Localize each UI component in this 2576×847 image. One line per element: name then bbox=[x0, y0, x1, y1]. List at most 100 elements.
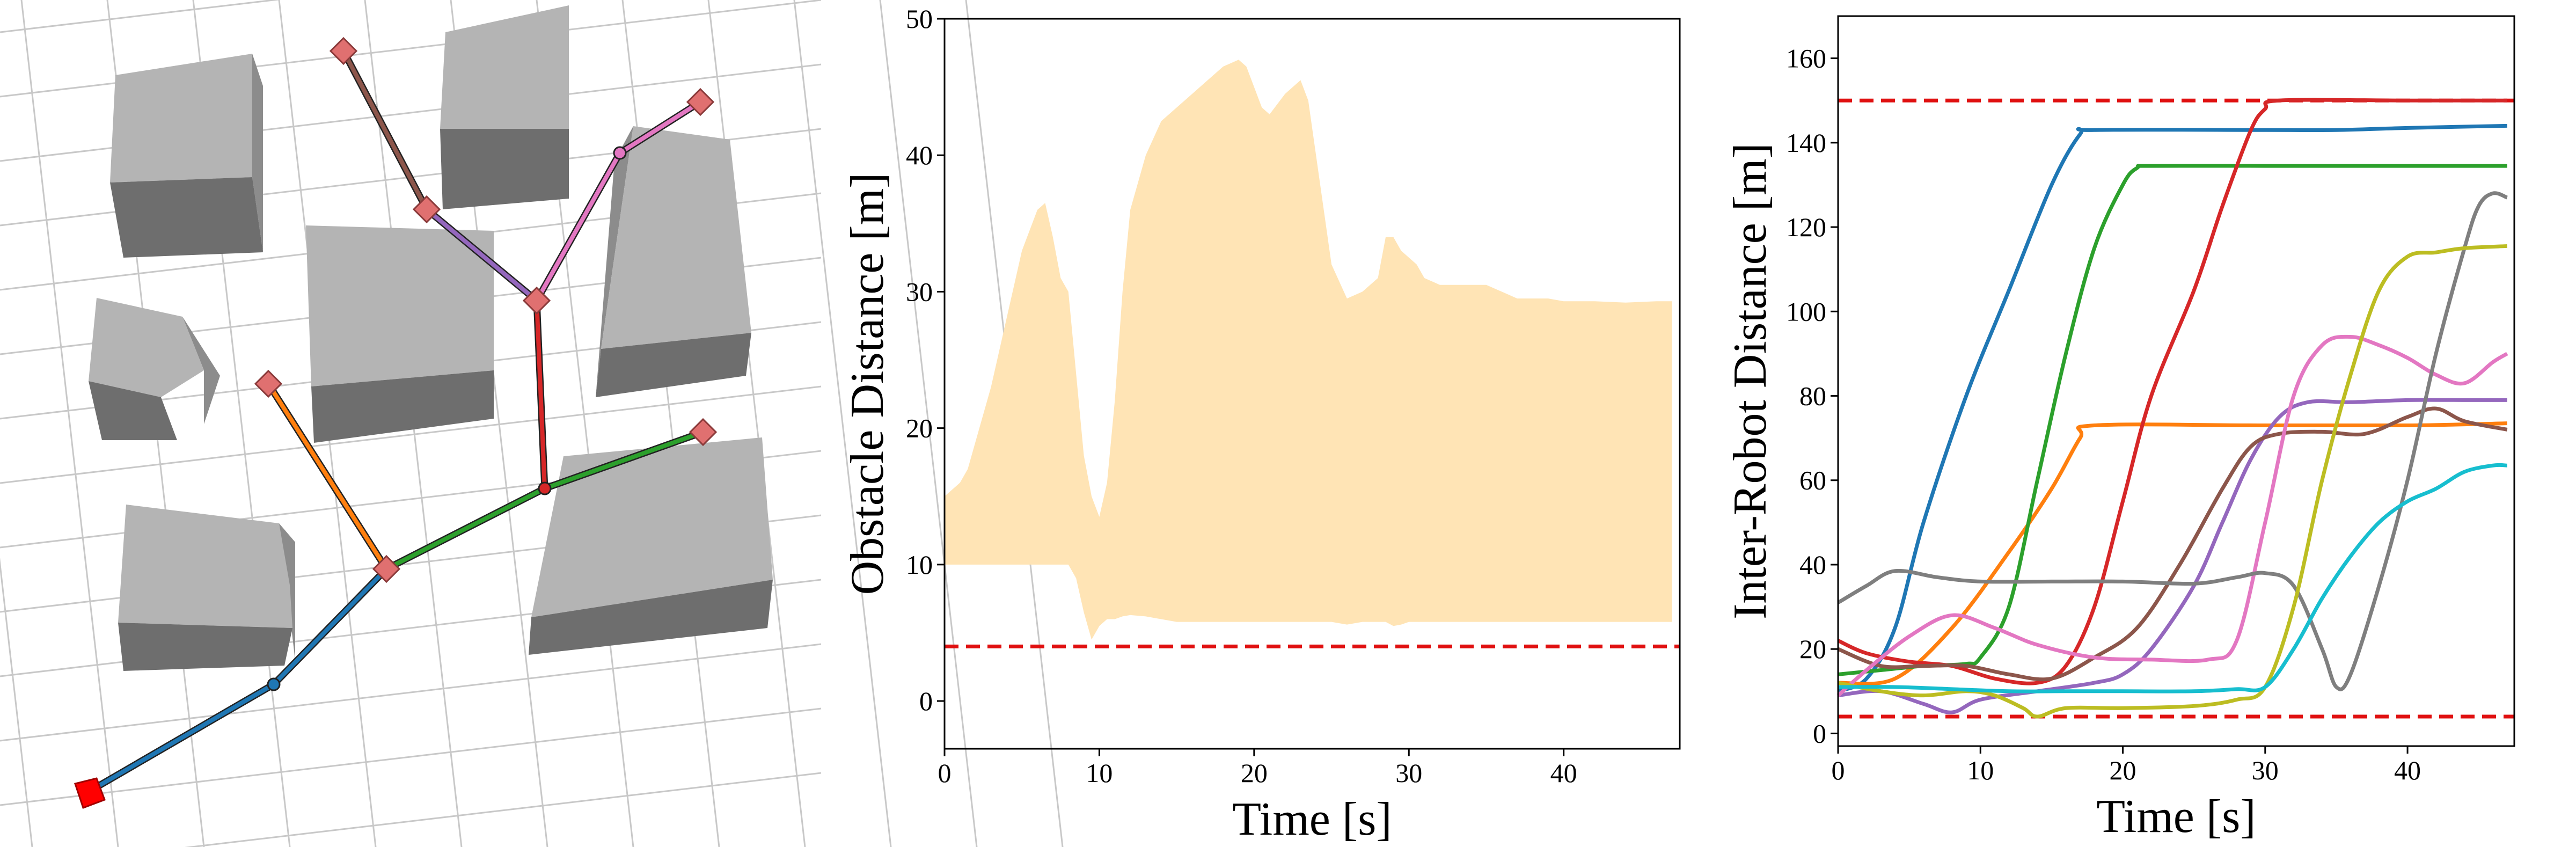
obstacle-side-face bbox=[596, 126, 633, 397]
grid-line bbox=[0, 707, 822, 806]
y-tick-label: 30 bbox=[906, 276, 933, 306]
y-tick-label: 160 bbox=[1786, 43, 1826, 74]
obstacle-block bbox=[110, 54, 263, 258]
path-edge bbox=[425, 207, 539, 303]
obstacle-side-face bbox=[252, 54, 263, 252]
robot-path-edges bbox=[85, 47, 707, 795]
y-tick-label: 0 bbox=[919, 686, 933, 716]
x-axis-ticks: 0 10 20 30 40 bbox=[1832, 746, 2421, 785]
y-tick-label: 120 bbox=[1786, 212, 1826, 242]
obstacle-distance-chart: 0 10 20 30 40 0 10 20 30 40 50 Time [s] Obstacle … bbox=[841, 4, 1681, 845]
x-tick-label: 0 bbox=[1832, 755, 1845, 785]
distance-series-line bbox=[1838, 421, 2507, 686]
path-edge bbox=[384, 486, 547, 571]
robot-pair-series bbox=[1836, 98, 2508, 719]
y-tick-label: 80 bbox=[1799, 381, 1826, 411]
y-tick-label: 50 bbox=[906, 4, 933, 34]
grid-line bbox=[20, 0, 119, 847]
obstacle-top-face bbox=[89, 298, 204, 397]
robot-waypoint bbox=[254, 369, 283, 398]
x-axis-label: Time [s] bbox=[1232, 793, 1392, 845]
obstacle-block bbox=[306, 225, 494, 443]
robot-waypoint bbox=[329, 36, 358, 65]
distance-series-line bbox=[1838, 164, 2507, 676]
x-tick-label: 30 bbox=[1395, 758, 1422, 788]
grid-line bbox=[0, 385, 822, 484]
plot-frame bbox=[1837, 15, 2515, 747]
x-tick-label: 20 bbox=[2110, 755, 2136, 785]
x-tick-label: 30 bbox=[2252, 755, 2279, 785]
path-junction bbox=[613, 146, 627, 160]
distance-series-line bbox=[1837, 191, 2508, 691]
y-tick-label: 140 bbox=[1786, 128, 1826, 158]
grid-line bbox=[0, 643, 822, 742]
obstacle-top-face bbox=[118, 505, 292, 628]
distance-series-line bbox=[1838, 463, 2507, 693]
x-tick-label: 40 bbox=[1550, 758, 1577, 788]
y-axis-label: Inter-Robot Distance [m] bbox=[1724, 143, 1776, 619]
obstacle-front-face bbox=[89, 381, 177, 440]
path-edge bbox=[618, 100, 702, 155]
y-tick-label: 100 bbox=[1786, 296, 1826, 326]
distance-series-line bbox=[1837, 123, 2507, 693]
path-edge bbox=[341, 49, 429, 211]
obstacle-front-face bbox=[440, 129, 569, 209]
y-tick-label: 60 bbox=[1799, 465, 1826, 495]
obstacle-top-face bbox=[440, 5, 569, 129]
path-edge bbox=[535, 151, 622, 303]
x-axis-label: Time [s] bbox=[2096, 791, 2256, 843]
y-tick-label: 40 bbox=[906, 140, 933, 170]
y-tick-label: 40 bbox=[1799, 550, 1826, 580]
obstacle-side-face bbox=[182, 317, 220, 424]
y-axis-ticks: 0 20 40 60 80 100 120 140 160 bbox=[1786, 43, 1838, 748]
path-edge bbox=[266, 382, 389, 571]
distance-series-line bbox=[1838, 398, 2507, 714]
y-tick-label: 20 bbox=[1799, 634, 1826, 664]
obstacle-block bbox=[118, 505, 295, 671]
obstacle-top-face bbox=[531, 437, 773, 617]
robot-waypoint bbox=[686, 87, 715, 116]
inter-robot-distance-chart: 0 10 20 30 40 0 20 40 60 80 100 120 140 160 Time [s]… bbox=[1724, 15, 2515, 843]
grid-line bbox=[185, 772, 822, 847]
distance-series-line bbox=[1836, 334, 2508, 697]
obstacle-top-face bbox=[306, 225, 494, 386]
y-axis-label: Obstacle Distance [m] bbox=[841, 173, 894, 595]
grid-line bbox=[0, 0, 281, 33]
robot-waypoints bbox=[74, 36, 718, 809]
path-junction bbox=[538, 481, 552, 495]
x-tick-label: 40 bbox=[2394, 755, 2421, 785]
obstacle-front-face bbox=[529, 580, 773, 655]
x-tick-label: 20 bbox=[1241, 758, 1268, 788]
path-edge bbox=[535, 298, 547, 491]
robot-waypoint bbox=[412, 195, 441, 224]
x-axis-ticks: 0 10 20 30 40 bbox=[938, 749, 1577, 788]
y-tick-label: 20 bbox=[906, 413, 933, 443]
path-edge bbox=[543, 430, 705, 491]
robot-waypoint bbox=[372, 554, 401, 583]
x-tick-label: 10 bbox=[1086, 758, 1113, 788]
obstacle-front-face bbox=[118, 623, 292, 671]
scene-3d-panel bbox=[0, 0, 1064, 847]
y-tick-label: 0 bbox=[1813, 718, 1826, 748]
x-tick-label: 10 bbox=[1967, 755, 1994, 785]
obstacle-block bbox=[440, 5, 569, 209]
obstacle-blocks bbox=[89, 5, 773, 671]
obstacle-top-face bbox=[601, 126, 751, 349]
distance-threshold-lines bbox=[1838, 98, 2514, 719]
obstacle-front-face bbox=[110, 177, 263, 258]
plot-frame bbox=[943, 18, 1681, 750]
obstacle-block bbox=[89, 298, 220, 440]
robot-waypoint bbox=[689, 418, 718, 447]
obstacle-front-face bbox=[596, 333, 751, 397]
obstacle-distance-band bbox=[945, 60, 1672, 640]
path-edge bbox=[86, 682, 276, 794]
robot-waypoint bbox=[522, 286, 551, 315]
y-axis-ticks: 0 10 20 30 40 50 bbox=[906, 4, 945, 716]
grid-line bbox=[0, 557, 33, 847]
distance-series-line bbox=[1837, 406, 2508, 682]
start-marker bbox=[74, 777, 106, 809]
grid-line bbox=[793, 0, 892, 847]
path-junction bbox=[267, 677, 281, 691]
distance-series-line bbox=[1837, 98, 2507, 685]
